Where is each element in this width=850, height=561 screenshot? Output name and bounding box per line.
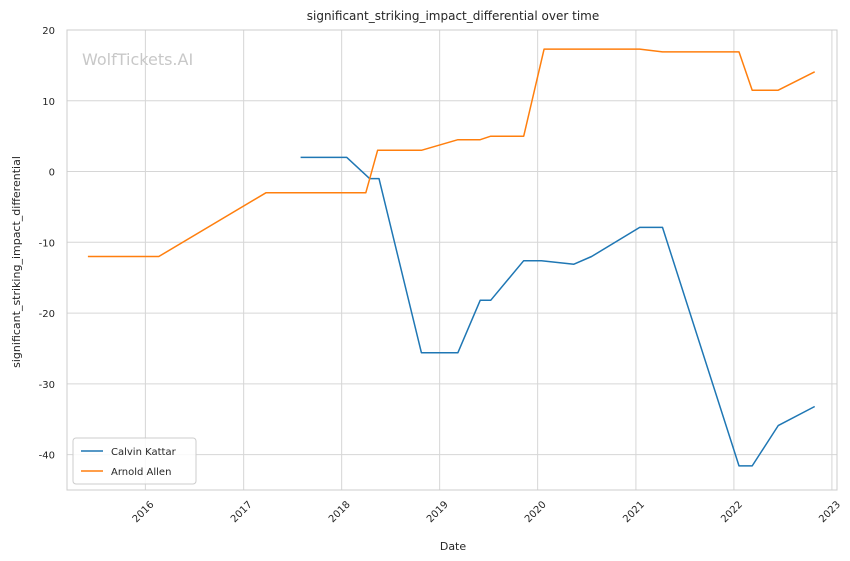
y-tick-label: -40 — [39, 451, 55, 462]
series-line-arnold-allen — [87, 48, 816, 258]
chart-title: significant_striking_impact_differential… — [307, 9, 599, 23]
y-axis-label: significant_striking_impact_differential — [10, 156, 23, 368]
series-line-calvin-kattar — [300, 156, 816, 467]
y-tick-label: 0 — [49, 168, 55, 179]
series-layer — [87, 48, 816, 467]
legend: Calvin Kattar Arnold Allen — [72, 437, 197, 485]
y-ticks: 20 10 0 -10 -20 -30 -40 — [39, 26, 55, 462]
legend-entry: Calvin Kattar — [111, 447, 177, 458]
y-tick-label: -30 — [39, 380, 55, 391]
x-tick-label: 2018 — [327, 499, 353, 525]
x-tick-label: 2021 — [621, 499, 647, 525]
watermark: WolfTickets.AI — [82, 50, 193, 69]
plot-frame — [66, 29, 838, 491]
grid — [67, 29, 837, 490]
x-tick-label: 2017 — [229, 499, 255, 525]
y-tick-label: -20 — [39, 309, 55, 320]
x-tick-label: 2019 — [425, 499, 451, 525]
legend-box — [72, 437, 197, 485]
x-tick-label: 2023 — [817, 499, 843, 525]
y-tick-label: -10 — [39, 238, 55, 249]
x-ticks: 2016 2017 2018 2019 2020 2021 2022 2023 — [131, 499, 843, 525]
x-tick-label: 2016 — [131, 499, 157, 525]
legend-entry: Arnold Allen — [111, 467, 171, 478]
x-tick-label: 2020 — [523, 499, 549, 525]
x-axis-label: Date — [440, 540, 467, 553]
y-tick-label: 20 — [42, 26, 55, 37]
y-tick-label: 10 — [42, 97, 55, 108]
x-tick-label: 2022 — [719, 499, 745, 525]
